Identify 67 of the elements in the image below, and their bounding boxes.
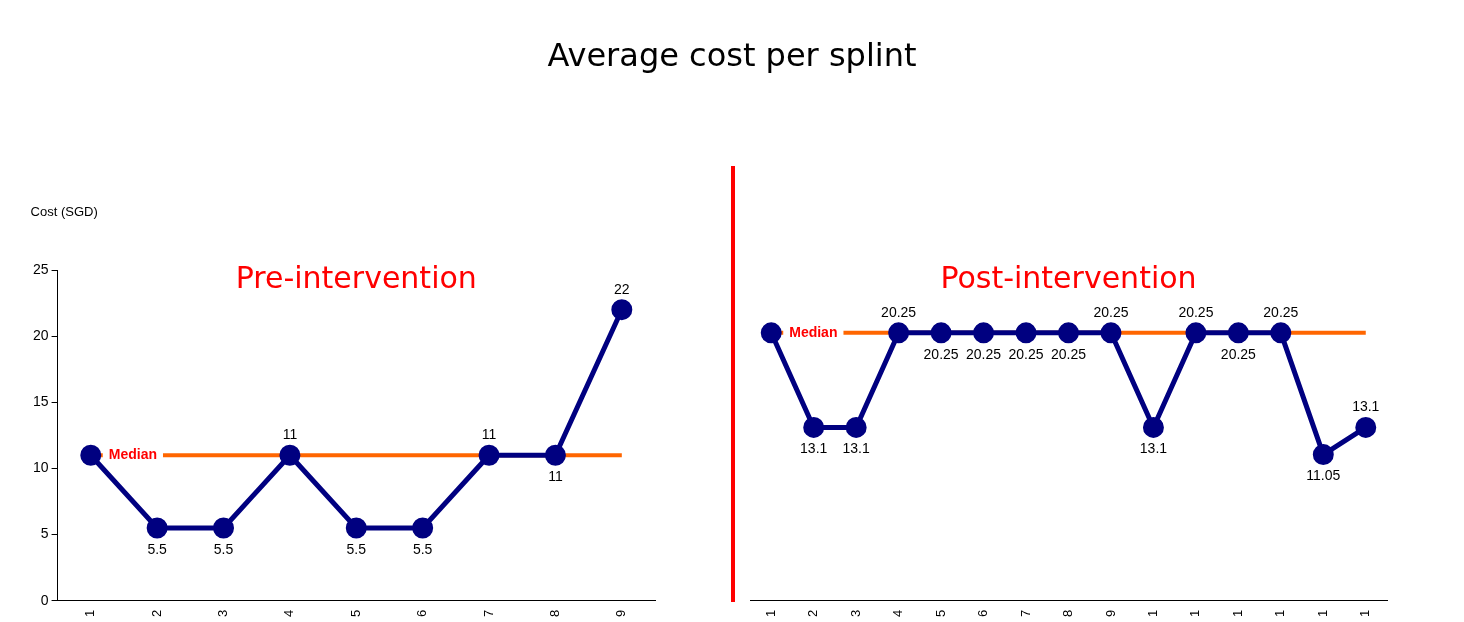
x-tick-label: 6 — [414, 609, 430, 617]
x-tick-label: 1 — [1357, 609, 1373, 617]
x-tick-label: 8 — [1060, 609, 1076, 617]
text: Average cost per splint — [546, 36, 918, 74]
x-tick-label: 6 — [975, 609, 991, 617]
point — [80, 444, 102, 466]
x-tick-label: 5 — [932, 609, 948, 617]
x-tick-label: 1 — [1187, 609, 1203, 617]
x-tick-label: 4 — [281, 609, 297, 617]
data-label: 5.5 — [346, 540, 367, 557]
data-label: 13.1 — [1352, 398, 1380, 415]
data-label: 11 — [548, 468, 563, 485]
data-label: 20.25 — [1008, 345, 1044, 362]
x-tick-label: 8 — [547, 609, 563, 617]
point — [544, 444, 566, 466]
x-tick-label: 1 — [1272, 609, 1288, 617]
x-tick-label: 4 — [890, 609, 906, 617]
y-tick-label: 15 — [32, 393, 49, 410]
data-label: 22 — [614, 280, 630, 297]
data-label: 20.25 — [1093, 303, 1129, 320]
x-tick-label: 7 — [1017, 609, 1033, 617]
chart-subtitle: Post-intervention — [940, 259, 1197, 295]
data-label: 20.25 — [1220, 345, 1257, 362]
point — [478, 444, 500, 466]
data-label: 11 — [481, 426, 497, 443]
x-tick-label: 1 — [1314, 609, 1330, 617]
x-tick-label: 1 — [82, 609, 98, 617]
data-label: 20.25 — [966, 345, 1002, 362]
ref-line-label: Median — [789, 323, 838, 340]
chart-subtitle: Pre-intervention — [235, 259, 477, 295]
point — [611, 299, 633, 321]
x-tick-label: 5 — [347, 609, 363, 617]
data-label: 20.25 — [1178, 303, 1214, 320]
x-tick-label: 1 — [762, 609, 778, 617]
x-tick-label: 3 — [215, 609, 231, 617]
point — [345, 517, 367, 539]
point — [213, 517, 235, 539]
y-tick-label: 0 — [40, 591, 49, 608]
data-label: 11 — [282, 426, 298, 443]
data-label: 20.25 — [923, 345, 959, 362]
data-label: 11.05 — [1306, 467, 1341, 484]
ref-line-label: Median — [108, 446, 157, 463]
y-tick-label: 25 — [32, 260, 49, 277]
y-tick-label: 5 — [40, 525, 49, 542]
data-label: 5.5 — [412, 540, 433, 557]
data-label: 5.5 — [147, 540, 168, 557]
data-label: 13.1 — [800, 440, 828, 457]
x-tick-label: 7 — [480, 609, 496, 617]
data-label: 20.25 — [881, 303, 917, 320]
data-label: 5.5 — [213, 540, 234, 557]
data-label: 20.25 — [1050, 345, 1087, 362]
data-label: 13.1 — [1139, 440, 1168, 457]
data-label: 20.25 — [1263, 303, 1299, 320]
x-tick-label: 1 — [1229, 609, 1245, 617]
data-label: 13.1 — [842, 440, 870, 457]
point — [412, 517, 434, 539]
y-tick-label: 20 — [32, 327, 49, 344]
point — [279, 444, 301, 466]
x-tick-label: 3 — [847, 609, 863, 617]
x-tick-label: 1 — [1145, 609, 1161, 617]
x-tick-label: 9 — [1102, 609, 1118, 617]
x-tick-label: 9 — [613, 609, 629, 617]
x-tick-label: 2 — [805, 609, 821, 617]
point — [146, 517, 168, 539]
y-tick-label: 10 — [32, 459, 49, 476]
y-axis-title: Cost (SGD) — [30, 203, 98, 219]
x-tick-label: 2 — [148, 609, 164, 617]
